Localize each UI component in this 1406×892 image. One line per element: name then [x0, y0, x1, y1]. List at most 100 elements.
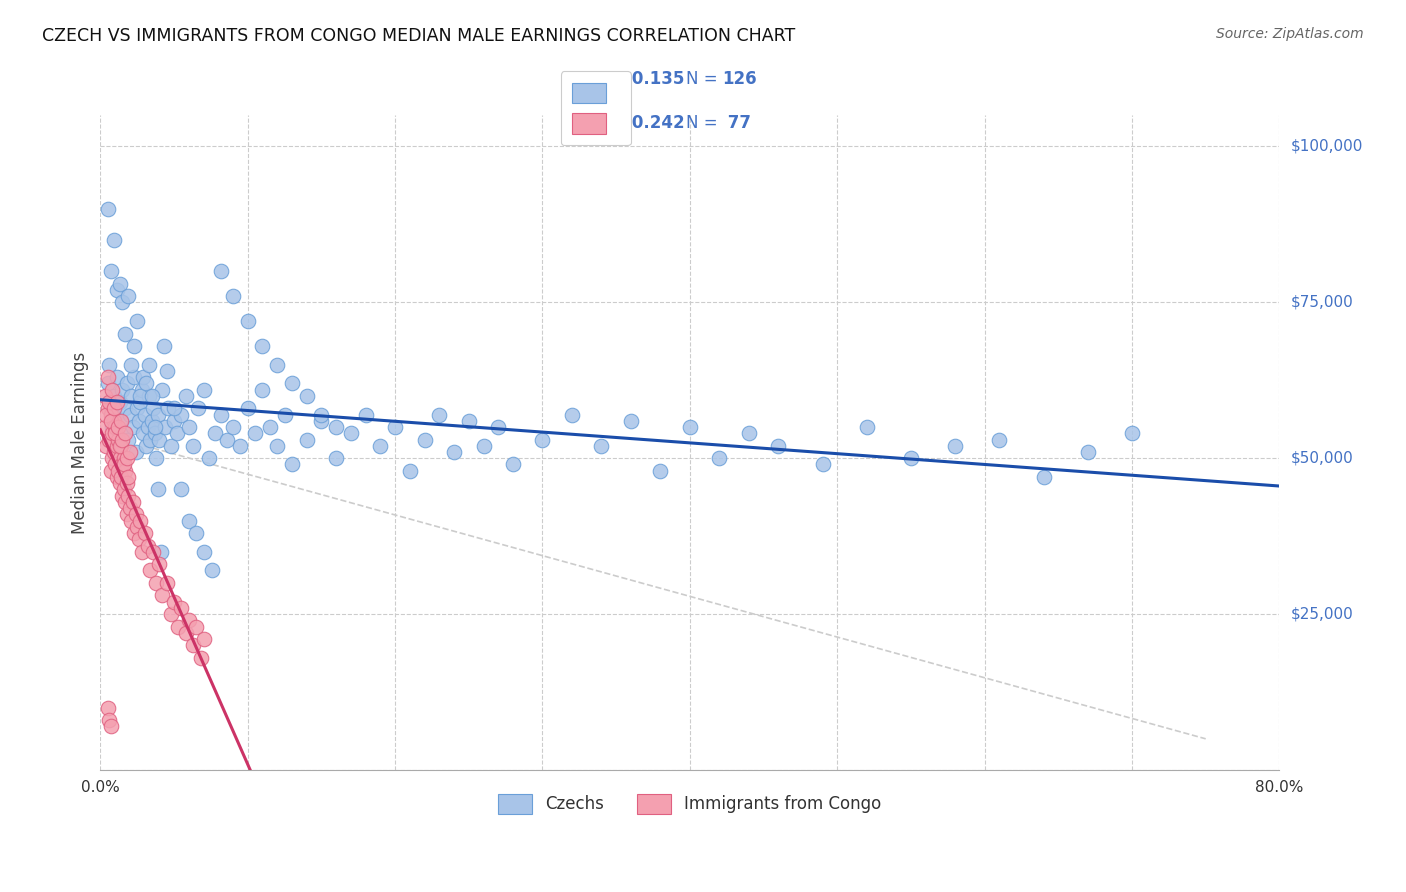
Point: [988, 433, 1011, 447]
Point: [186, 526, 208, 541]
Point: [201, 564, 224, 578]
Point: [110, 439, 132, 453]
Point: [98, 358, 121, 372]
Point: [98, 433, 121, 447]
Point: [122, 370, 145, 384]
Point: [114, 464, 136, 478]
Point: [98, 713, 121, 727]
Point: [131, 383, 153, 397]
Point: [101, 426, 124, 441]
Point: [134, 408, 156, 422]
Point: [107, 464, 129, 478]
Point: [111, 383, 134, 397]
Point: [157, 401, 180, 416]
Point: [97, 370, 120, 384]
Point: [311, 408, 333, 422]
Point: [243, 426, 266, 441]
Point: [325, 451, 347, 466]
Point: [104, 420, 127, 434]
Point: [103, 414, 125, 428]
Point: [370, 439, 392, 453]
Point: [141, 414, 163, 428]
Point: [281, 376, 304, 391]
Point: [112, 451, 135, 466]
Point: [129, 395, 152, 409]
Point: [384, 420, 406, 434]
Y-axis label: Median Male Earnings: Median Male Earnings: [72, 351, 89, 533]
Point: [145, 576, 167, 591]
Point: [118, 445, 141, 459]
Text: N =: N =: [686, 114, 723, 132]
Point: [142, 401, 165, 416]
Point: [97, 202, 120, 216]
Point: [149, 545, 172, 559]
Point: [115, 508, 138, 522]
Point: [273, 408, 295, 422]
Point: [354, 408, 377, 422]
Point: [111, 433, 134, 447]
Point: [108, 277, 131, 291]
Point: [252, 383, 274, 397]
Point: [193, 632, 215, 646]
Point: [139, 564, 162, 578]
Point: [125, 508, 148, 522]
Point: [94, 420, 117, 434]
Point: [217, 433, 239, 447]
Point: [127, 314, 149, 328]
Point: [222, 420, 245, 434]
Point: [136, 420, 159, 434]
Point: [709, 451, 731, 466]
Point: [146, 483, 169, 497]
Point: [117, 289, 139, 303]
Point: [104, 458, 127, 472]
Point: [118, 501, 141, 516]
Text: -0.135: -0.135: [626, 70, 685, 88]
Point: [259, 420, 281, 434]
Point: [114, 326, 136, 341]
Point: [108, 451, 131, 466]
Point: [413, 433, 436, 447]
Point: [120, 514, 142, 528]
Point: [152, 339, 174, 353]
Point: [143, 426, 166, 441]
Text: N =: N =: [686, 70, 723, 88]
Point: [209, 408, 232, 422]
Point: [105, 395, 128, 409]
Point: [96, 439, 118, 453]
Point: [295, 433, 318, 447]
Point: [139, 433, 162, 447]
Point: [135, 376, 157, 391]
Point: [193, 383, 215, 397]
Point: [170, 600, 193, 615]
Point: [591, 439, 613, 453]
Point: [148, 433, 170, 447]
Point: [443, 445, 465, 459]
Point: [620, 414, 643, 428]
Point: [1077, 445, 1099, 459]
Point: [181, 638, 204, 652]
Point: [136, 539, 159, 553]
Point: [103, 445, 125, 459]
Point: [108, 439, 131, 453]
Point: [266, 439, 288, 453]
Point: [112, 458, 135, 472]
Point: [811, 458, 834, 472]
Point: [166, 426, 188, 441]
Point: [156, 576, 179, 591]
Point: [118, 408, 141, 422]
Point: [177, 613, 200, 627]
Point: [107, 439, 129, 453]
Point: [111, 489, 134, 503]
Text: 77: 77: [721, 114, 751, 132]
Point: [100, 401, 122, 416]
Point: [120, 389, 142, 403]
Point: [266, 358, 288, 372]
Point: [121, 495, 143, 509]
Point: [107, 433, 129, 447]
Point: [141, 389, 163, 403]
Point: [325, 420, 347, 434]
Point: [295, 389, 318, 403]
Point: [122, 339, 145, 353]
Point: [486, 420, 509, 434]
Point: [153, 420, 176, 434]
